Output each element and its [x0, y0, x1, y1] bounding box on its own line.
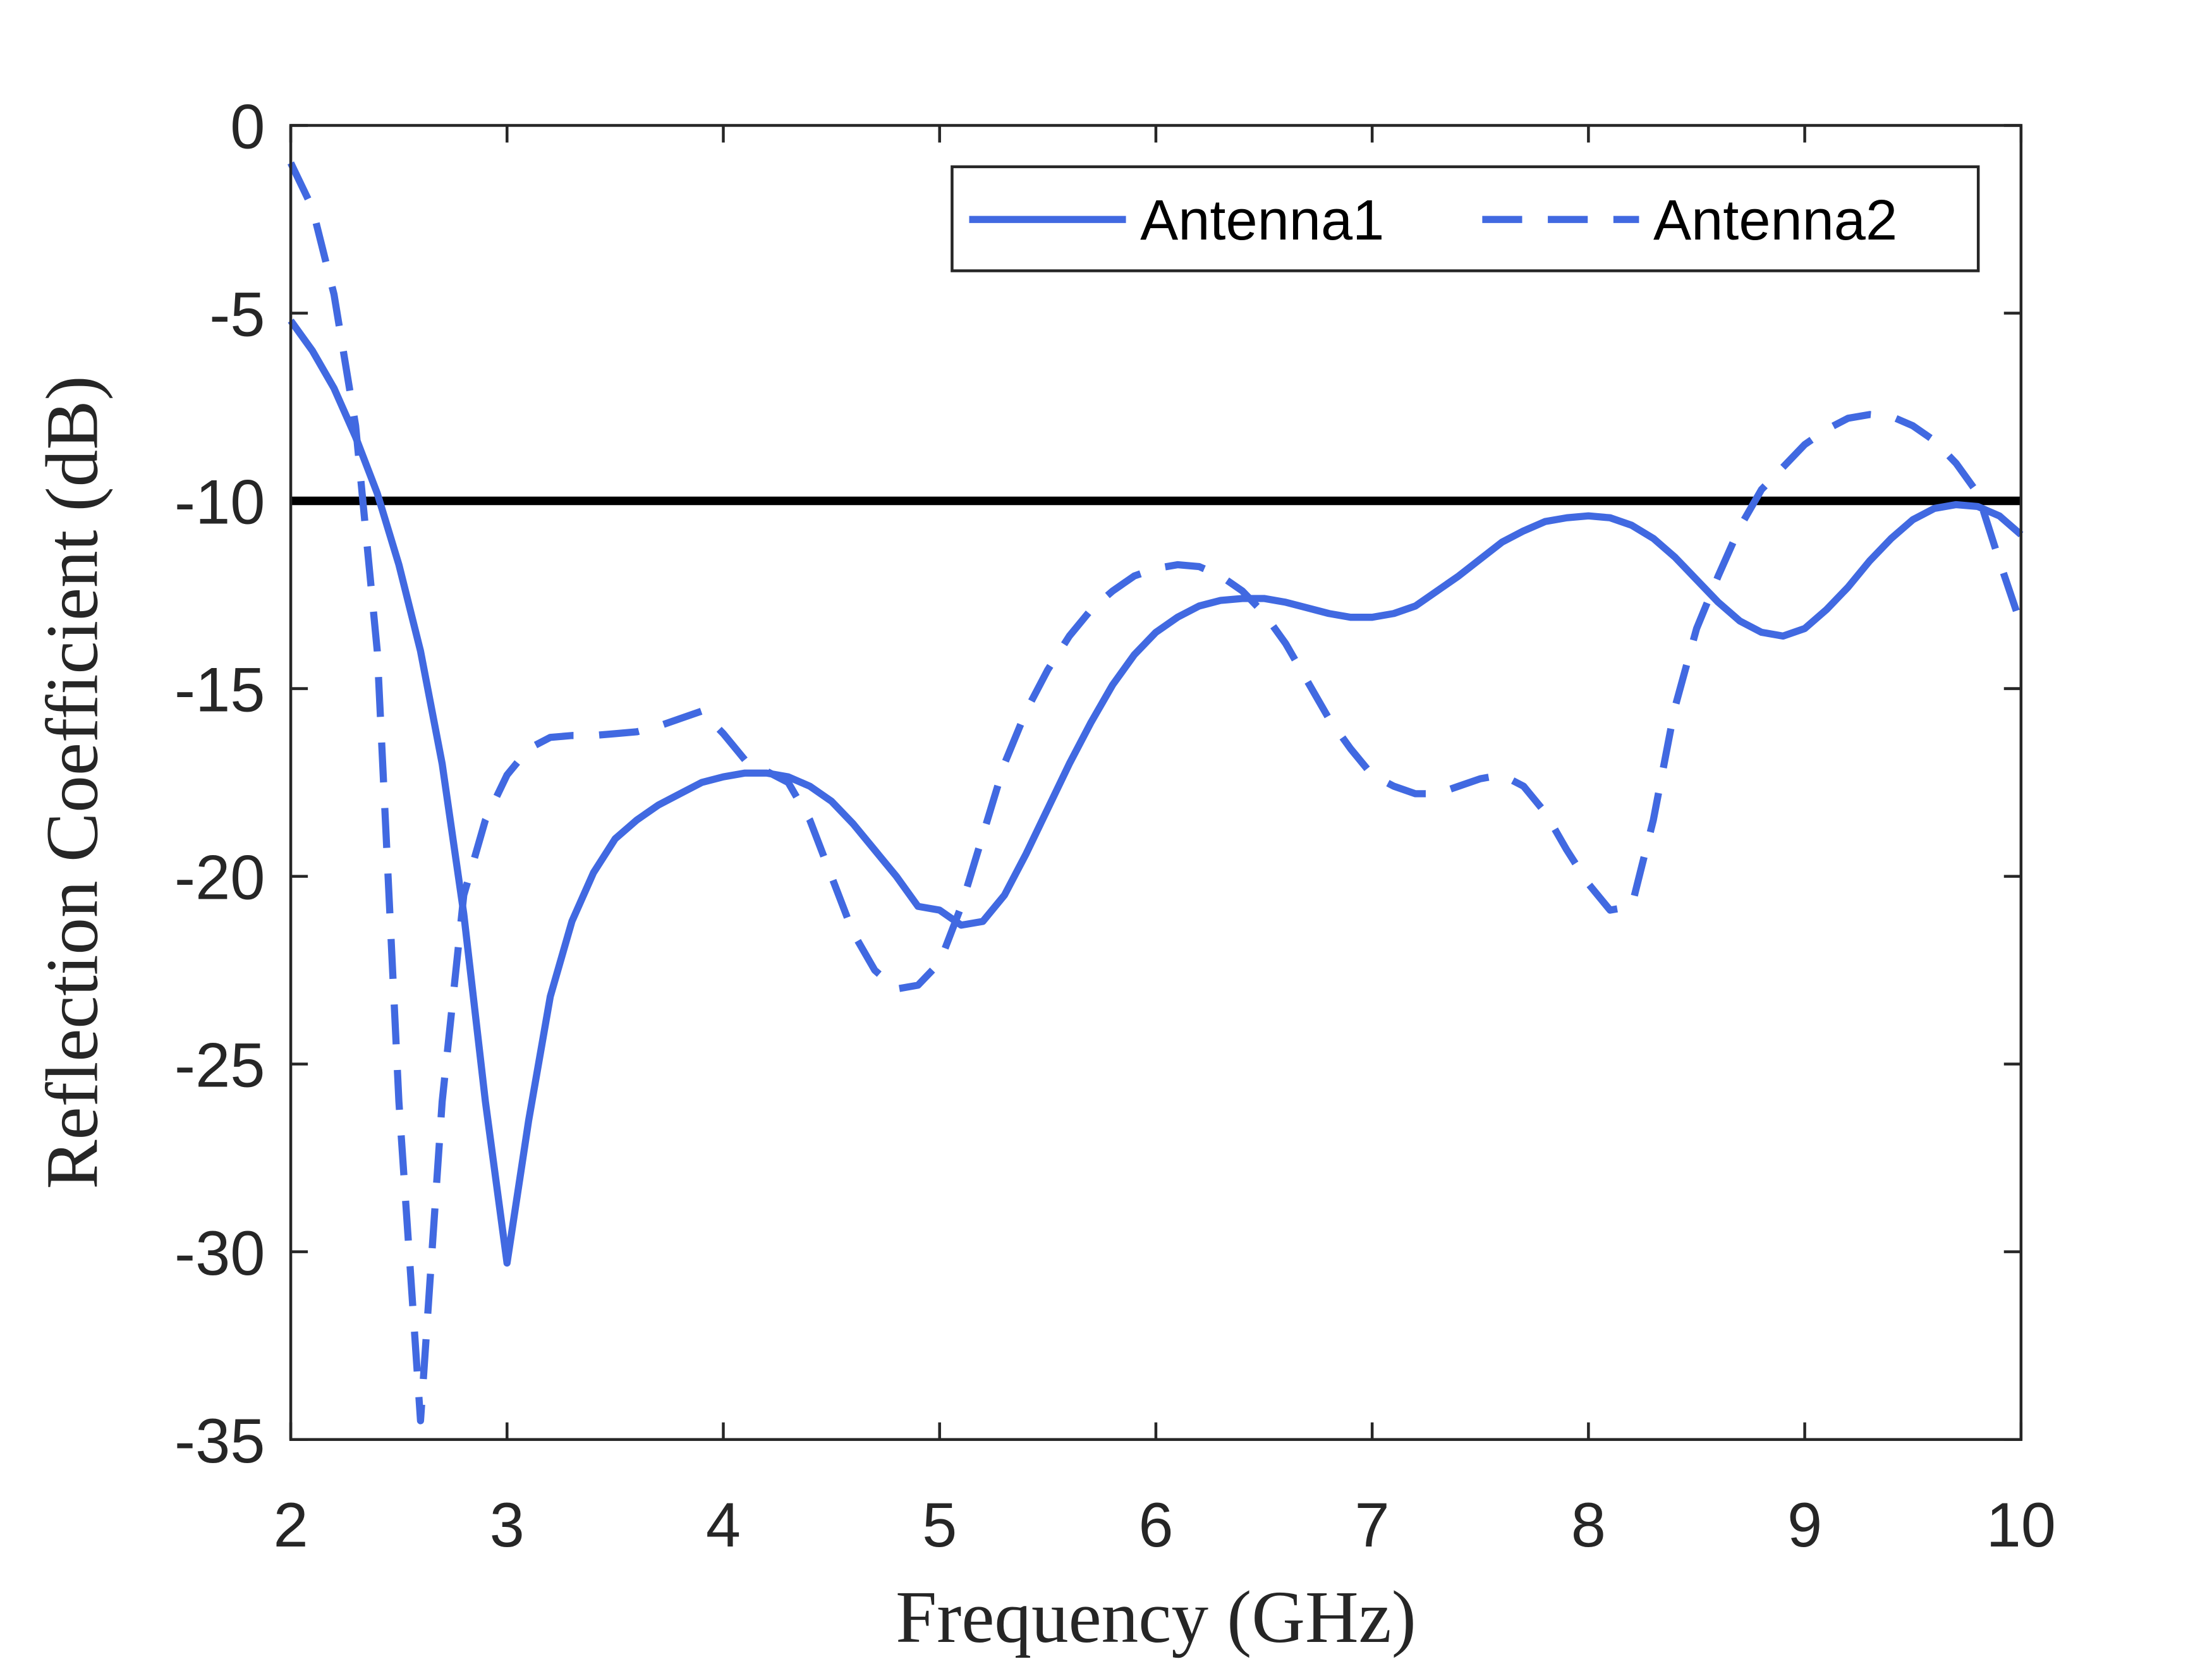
x-tick-label: 3: [490, 1490, 525, 1560]
plot-frame: [289, 124, 2023, 1441]
x-tick-label: 4: [706, 1490, 741, 1560]
y-tick-label: -30: [174, 1218, 265, 1289]
y-tick-label: -20: [174, 843, 265, 913]
legend-label: Antenna1: [1140, 188, 1384, 252]
x-tick-label: 10: [1986, 1490, 2056, 1560]
y-tick-label: 0: [230, 92, 265, 162]
y-tick-label: -5: [209, 280, 265, 350]
x-tick-label: 6: [1138, 1490, 1173, 1560]
y-tick-label: -25: [174, 1031, 265, 1101]
x-tick-label: 2: [273, 1490, 308, 1560]
legend-label: Antenna2: [1653, 188, 1897, 252]
series-line: [287, 161, 2025, 1425]
x-tick-label: 5: [922, 1490, 957, 1560]
series-line: [288, 319, 2024, 1267]
y-tick-label: -15: [174, 655, 265, 726]
y-tick-label: -10: [174, 468, 265, 538]
x-tick-label: 9: [1787, 1490, 1822, 1560]
y-axis-label: Reflection Coefficient (dB): [32, 375, 113, 1189]
y-tick-label: -35: [174, 1406, 265, 1476]
x-tick-label: 8: [1571, 1490, 1606, 1560]
x-axis-label: Frequency (GHz): [896, 1577, 1416, 1658]
x-tick-label: 7: [1355, 1490, 1390, 1560]
